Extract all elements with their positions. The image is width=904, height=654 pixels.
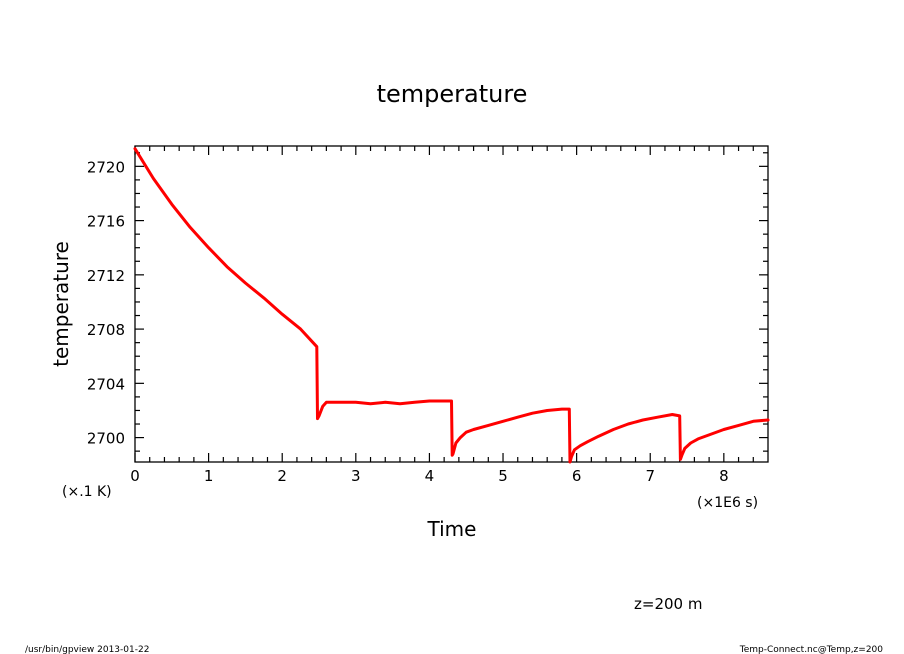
y-tick-label: 2708 — [87, 321, 125, 339]
chart-title: temperature — [377, 80, 528, 108]
x-tick-label: 5 — [498, 467, 508, 485]
y-tick-label: 2704 — [87, 375, 125, 393]
x-unit-label: (×1E6 s) — [697, 495, 758, 511]
plot-area: 0 1 2 3 4 5 6 7 8 2700 2704 2708 2712 2716 2720 — [87, 145, 770, 485]
x-tick-label: 3 — [351, 467, 361, 485]
footer-right: Temp-Connect.nc@Temp,z=200 — [739, 645, 884, 654]
x-tick-label: 2 — [277, 467, 287, 485]
y-axis-label: temperature — [49, 241, 73, 367]
temperature-line — [133, 147, 770, 464]
x-tick-label: 0 — [130, 467, 140, 485]
axis-ticks: 0 1 2 3 4 5 6 7 8 2700 2704 2708 2712 2716 2720 — [87, 146, 768, 485]
footer-left: /usr/bin/gpview 2013-01-22 — [25, 645, 149, 654]
y-tick-label: 2720 — [87, 158, 125, 176]
x-axis-label: Time — [427, 517, 477, 541]
x-tick-label: 1 — [204, 467, 214, 485]
y-tick-label: 2716 — [87, 213, 125, 231]
y-tick-label: 2712 — [87, 267, 125, 285]
level-annotation: z=200 m — [634, 595, 702, 613]
y-tick-label: 2700 — [87, 430, 125, 448]
x-tick-label: 8 — [719, 467, 729, 485]
x-tick-label: 6 — [572, 467, 582, 485]
x-tick-label: 7 — [645, 467, 655, 485]
x-tick-label: 4 — [425, 467, 435, 485]
y-unit-label: (×.1 K) — [62, 484, 112, 500]
plot-frame — [134, 145, 769, 463]
